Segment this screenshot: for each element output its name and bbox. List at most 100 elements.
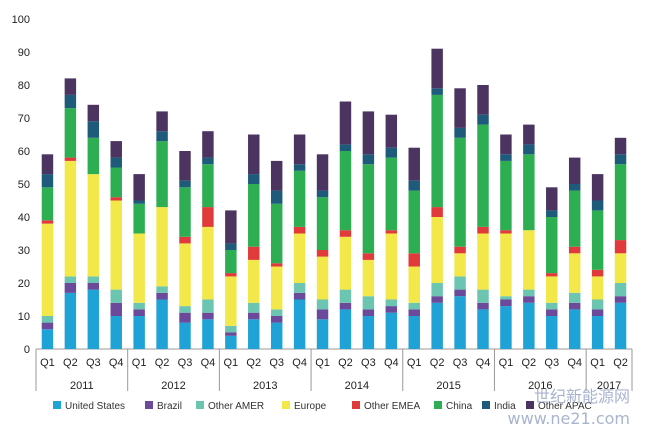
bar-segment [500,233,512,297]
bar-segment [568,157,581,184]
bar-segment [477,233,489,290]
y-tick-label: 0 [24,344,30,356]
bar-segment [270,203,283,264]
legend-label: Other EMEA [364,401,420,412]
bar-segment [110,157,122,168]
bar-segment [385,233,398,300]
bar-segment [41,316,54,323]
y-tick-label: 20 [18,278,30,290]
bar-segment [385,312,398,349]
bar-segment [225,250,237,274]
y-tick-label: 90 [18,47,30,59]
legend-label: United States [65,401,125,412]
x-tick-label: Q3 [544,357,559,369]
bar-segment [64,78,77,95]
bar-segment [316,190,329,198]
bar-segment [614,283,627,297]
legend-swatch [145,401,153,409]
bar-segment [87,283,100,290]
bar-segment [454,88,466,128]
x-tick-label: Q2 [63,357,78,369]
x-tick-label: Q2 [613,357,628,369]
bar-segment [156,292,168,300]
bar-segment [64,292,77,349]
bar-segment [202,299,214,313]
bar-segment [248,319,260,349]
bar-segment [614,296,627,303]
legend-swatch [526,401,534,409]
bar-segment [225,273,237,277]
bar-segment [293,164,306,171]
bar-segment [202,319,214,349]
bar-segment [591,299,604,310]
bar-segment [500,299,512,307]
bar-segment [408,266,420,303]
bar-segment [385,230,398,234]
bar-segment [591,174,604,201]
bar-segment [431,48,443,89]
bar-segment [41,223,54,316]
bar-segment [293,292,306,300]
bar-segment [477,85,489,115]
bar-segment [316,154,329,191]
bar-segment [546,217,558,274]
bar-segment [87,276,100,283]
bar-segment [202,164,214,208]
bar-segment [339,101,352,145]
y-tick-label: 60 [18,146,30,158]
bar-segment [339,151,352,231]
bar-segment [454,127,466,138]
bar-segment [179,187,191,237]
bar-segment [339,230,352,237]
bar-segment [133,200,145,204]
bar-segment [362,253,375,260]
bar-segment [270,160,283,191]
bar-segment [339,302,352,310]
bar-segment [179,236,191,244]
bar-segment [339,236,352,290]
bar-segment [454,253,466,277]
bar-segment [64,157,77,161]
bar-segment [362,316,375,349]
x-tick-label: Q4 [567,357,582,369]
bar-segment [431,283,443,297]
bar-segment [614,164,627,241]
legend-swatch [352,401,360,409]
bar-segment [133,203,145,234]
y-tick-label: 80 [18,80,30,92]
x-tick-label: Q1 [590,357,605,369]
bar-segment [293,134,306,165]
bar-segment [64,94,77,109]
x-tick-label: Q2 [522,357,537,369]
bar-segment [179,243,191,307]
bar-segment [293,170,306,227]
bar-segment [614,253,627,283]
legend-swatch [482,401,490,409]
x-axis-quarters: Q1 Q2 Q3 Q4 Q1 Q2 Q3 Q4 Q1 Q2 Q3 Q4 Q1 Q2 Q3 Q4 Q1 Q2 Q3 Q4… [40,357,628,369]
bar-segment [41,174,54,188]
bar-segment [477,302,489,310]
bar-segment [614,154,627,165]
x-tick-label: Q1 [132,357,147,369]
bar-segment [202,226,214,300]
bar-segment [293,299,306,349]
bar-segment [568,246,581,254]
bar-segment [202,131,214,158]
bar-segment [568,302,581,310]
bar-segment [41,329,54,349]
bar-segment [87,289,100,349]
bar-segment [362,111,375,155]
bar-segment [431,302,443,349]
bar-segment [110,316,122,349]
bar-segment [339,289,352,303]
watermark-url: www.ne21.com [508,409,630,428]
bar-segment [477,226,489,234]
bar-segment [408,316,420,349]
bar-segment [408,309,420,316]
bar-segment [568,184,581,191]
bar-segment [500,154,512,161]
bar-segment [568,253,581,293]
legend: United States Brazil Other AMER Europe Other… [53,401,592,412]
bar-segment [431,217,443,283]
year-label: 2014 [345,380,369,392]
